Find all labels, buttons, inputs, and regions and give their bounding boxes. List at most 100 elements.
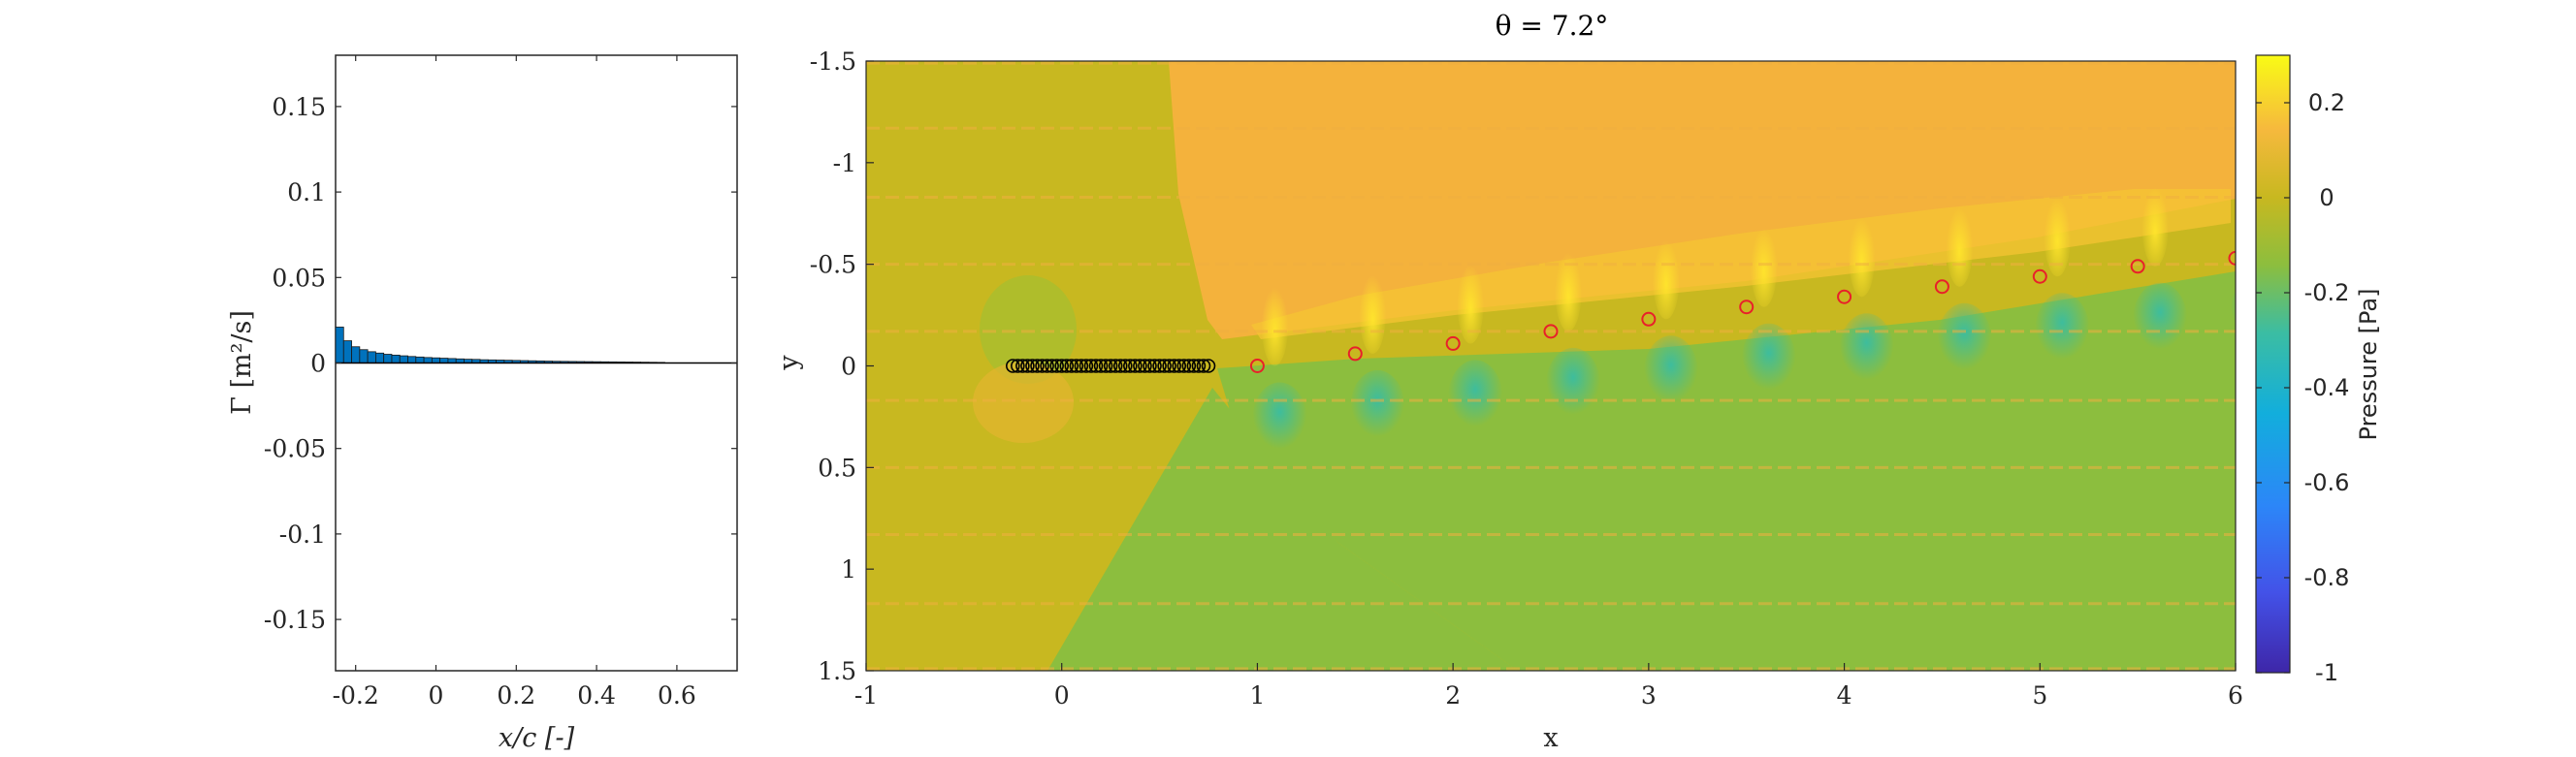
- colorbar-tick-label: -1: [2315, 659, 2338, 686]
- wake-cool-patch: [2133, 282, 2188, 357]
- wake-vortex-point: [1347, 346, 1363, 362]
- plate-points: [1005, 359, 1216, 373]
- wake-cool-patch: [1937, 302, 1992, 377]
- wake-cool-patch: [1546, 347, 1600, 422]
- circulation-bar: [351, 346, 361, 363]
- colorbar-label: Pressure [Pa]: [2355, 289, 2382, 441]
- plate-point: [1015, 359, 1030, 373]
- plate-point: [1172, 359, 1187, 373]
- right-x-axis-label: x: [1543, 723, 1558, 753]
- field-upper-region: [1169, 61, 2236, 339]
- wake-hotspot: [2141, 178, 2170, 267]
- circulation-bar: [335, 327, 344, 363]
- right-y-ticks: -1.5 -1 -0.5 0 0.5 1 1.5: [810, 47, 874, 685]
- plate-point: [1045, 359, 1059, 373]
- right-y-tick-label: -1: [833, 149, 856, 177]
- plate-point: [1123, 359, 1138, 373]
- plate-point: [1093, 359, 1109, 373]
- pressure-field-chart: θ = 7.2° -1 0 1 2 3 4 5 6 -1.5-1-0.500.511.5 x …: [774, 10, 2243, 753]
- left-x-tick-label: 0.6: [658, 681, 696, 710]
- plate-point: [1005, 359, 1020, 373]
- field-lower-wedge: [1047, 388, 1518, 671]
- plate-point: [1035, 359, 1049, 373]
- plate-point: [1020, 359, 1035, 373]
- wake-cool-patch: [1252, 382, 1307, 457]
- colorbar-tick-label: -0.2: [2304, 279, 2350, 306]
- left-x-tick-label: 0: [429, 681, 444, 710]
- left-y-tick-label: 0.15: [272, 93, 326, 121]
- wake-vortex-point: [1249, 359, 1265, 373]
- wake-cool-patch: [1643, 335, 1698, 410]
- right-x-tick-label: 6: [2228, 681, 2243, 710]
- right-x-tick-label: 4: [1837, 681, 1852, 710]
- plate-point: [1059, 359, 1075, 373]
- circulation-bar: [415, 356, 425, 363]
- wake-vortex-point: [1837, 289, 1852, 304]
- left-x-tick-label: -0.2: [333, 681, 379, 710]
- circulation-bar-chart: -0.2 0 0.2 0.4 0.6 0.15 0.1 0.05 0 -0.05 -0.1 -0.1…: [227, 54, 738, 753]
- wake-cool-patch: [1741, 323, 1796, 397]
- chart-title: θ = 7.2°: [1496, 10, 1609, 42]
- plate-point: [1064, 359, 1079, 373]
- circulation-bar: [431, 357, 441, 363]
- wake-vortex-point: [1445, 335, 1461, 351]
- plate-point: [1103, 359, 1118, 373]
- wake-vortex-point: [1543, 324, 1559, 339]
- colorbar-tick-label: 0.2: [2308, 89, 2345, 116]
- plate-point: [1128, 359, 1143, 373]
- plate-point: [1069, 359, 1084, 373]
- plate-point: [1176, 359, 1192, 373]
- left-y-tick-label: 0.05: [272, 264, 326, 292]
- plate-point: [1196, 359, 1211, 373]
- wake-vortex-point: [1739, 300, 1755, 315]
- circulation-bar: [383, 354, 393, 363]
- circulation-bar: [399, 355, 408, 363]
- wake-vortex-point: [2228, 250, 2236, 266]
- plate-point: [1011, 359, 1025, 373]
- right-x-ticks: -1 0 1 2 3 4 5 6: [854, 663, 2243, 710]
- wake-vortex-points: [1249, 250, 2236, 373]
- wake-hotspot: [1261, 278, 1289, 366]
- wake-hotspot: [1359, 266, 1387, 354]
- right-x-tick-label: 3: [1641, 681, 1657, 710]
- wake-vortex-point: [2032, 268, 2047, 284]
- pressure-field: [866, 61, 2236, 671]
- right-y-tick-label: 0.5: [818, 454, 856, 482]
- right-y-tick-label: 1: [841, 555, 856, 584]
- circulation-bar: [359, 349, 369, 363]
- colorbar: 0.2 0 -0.2 -0.4 -0.6 -0.8 -1 Pressure [Pa]: [2255, 54, 2382, 686]
- wake-hotspot: [2044, 189, 2072, 277]
- wake-cool-patch: [2035, 293, 2090, 367]
- circulation-bar: [423, 357, 433, 363]
- right-x-tick-label: 0: [1054, 681, 1070, 710]
- left-y-tick-label: -0.05: [264, 435, 326, 463]
- plate-point: [1201, 359, 1216, 373]
- colorbar-ticks: 0.2 0 -0.2 -0.4 -0.6 -0.8 -1: [2256, 89, 2349, 686]
- colorbar-gradient: [2255, 54, 2291, 674]
- plate-point: [1157, 359, 1172, 373]
- colorbar-tick-label: -0.8: [2304, 564, 2350, 591]
- plate-point: [1143, 359, 1157, 373]
- field-streaks: [866, 61, 2236, 671]
- right-y-tick-label: -0.5: [810, 251, 856, 279]
- right-x-tick-label: 5: [2032, 681, 2047, 710]
- wake-vortex-point: [1934, 279, 1949, 295]
- wake-vortex-point: [2130, 259, 2145, 274]
- wake-hotspot: [1555, 243, 1582, 331]
- left-y-axis-label: Γ [m²/s]: [227, 310, 257, 415]
- wake-cool-patch: [2231, 290, 2236, 333]
- circulation-bar: [342, 340, 352, 363]
- circulation-bar: [367, 351, 376, 363]
- plate-point: [1112, 359, 1128, 373]
- plate-point: [1088, 359, 1104, 373]
- plate-point: [1117, 359, 1133, 373]
- left-y-tick-label: -0.1: [279, 520, 326, 549]
- plate-point: [1191, 359, 1207, 373]
- plate-point: [1186, 359, 1202, 373]
- plate-point: [1083, 359, 1099, 373]
- field-warm-lobe: [973, 362, 1074, 443]
- colorbar-tick-label: -0.6: [2304, 469, 2350, 496]
- plate-point: [1030, 359, 1045, 373]
- wake-cool-patch: [1839, 313, 1894, 388]
